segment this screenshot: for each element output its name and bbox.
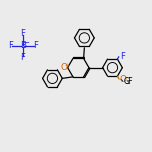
Text: O: O <box>119 75 127 84</box>
Text: 3: 3 <box>126 80 130 85</box>
Text: −: − <box>22 38 29 47</box>
Text: F: F <box>20 29 25 38</box>
Text: F: F <box>120 52 125 61</box>
Text: F: F <box>33 41 38 50</box>
Text: O: O <box>61 63 68 72</box>
Text: CF: CF <box>124 77 133 86</box>
Text: F: F <box>20 53 25 62</box>
Text: B: B <box>20 41 26 50</box>
Text: +: + <box>64 63 70 69</box>
Text: F: F <box>8 41 13 50</box>
